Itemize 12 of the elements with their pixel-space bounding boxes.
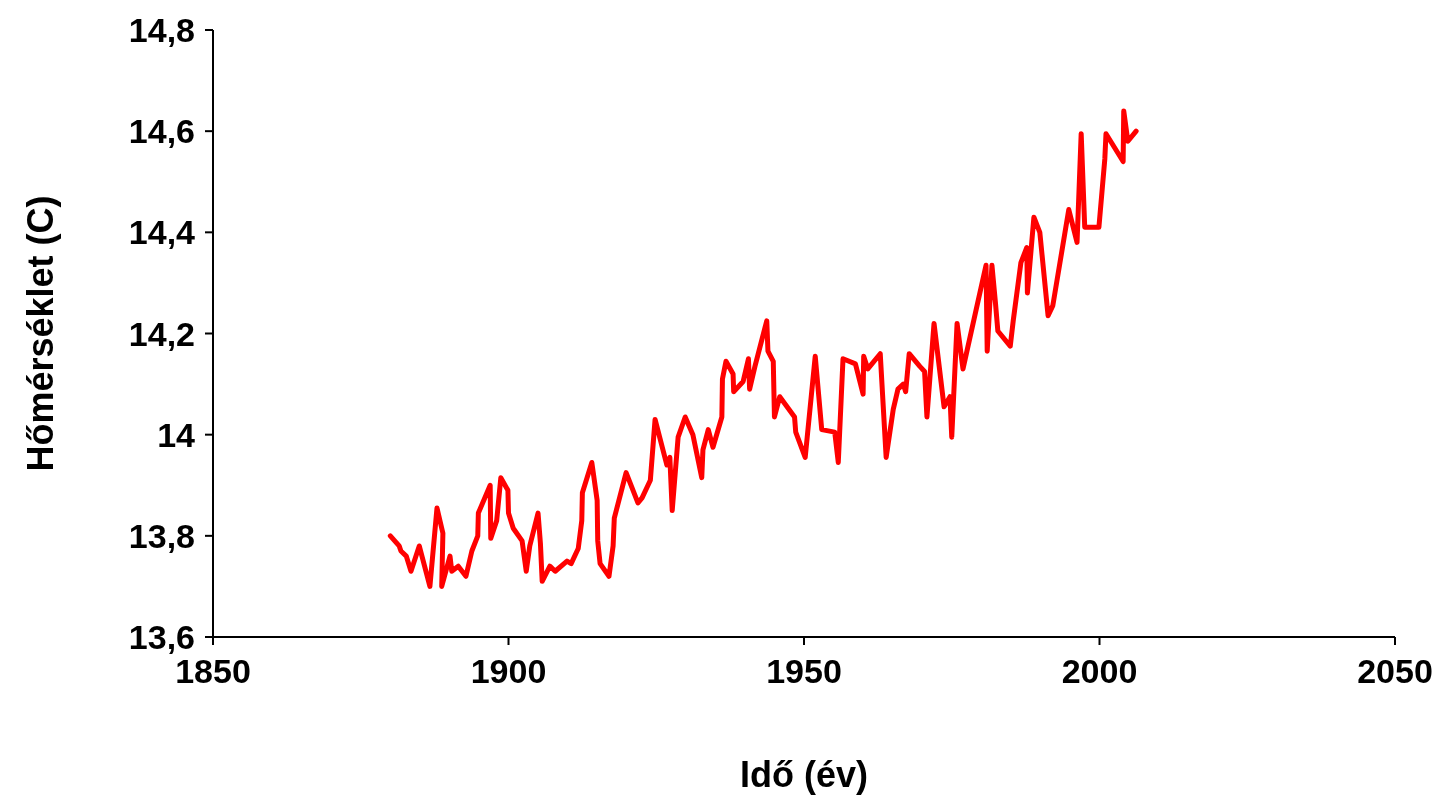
y-tick-label: 14,4: [128, 213, 196, 252]
x-tick-label: 1950: [766, 652, 842, 691]
y-tick-label: 14,8: [128, 11, 195, 50]
y-tick-label: 14,2: [128, 314, 195, 353]
x-tick-label: 2000: [1061, 652, 1138, 691]
x-axis-title: Idő (év): [739, 754, 869, 795]
y-tick-label: 14,6: [128, 112, 195, 151]
y-axis-title: Hőmérséklet (C): [19, 195, 61, 472]
y-tick-label: 13,8: [128, 516, 195, 555]
x-tick-label: 1900: [470, 652, 547, 691]
y-tick-label: 14: [157, 415, 196, 454]
x-tick-label: 2050: [1357, 652, 1433, 691]
